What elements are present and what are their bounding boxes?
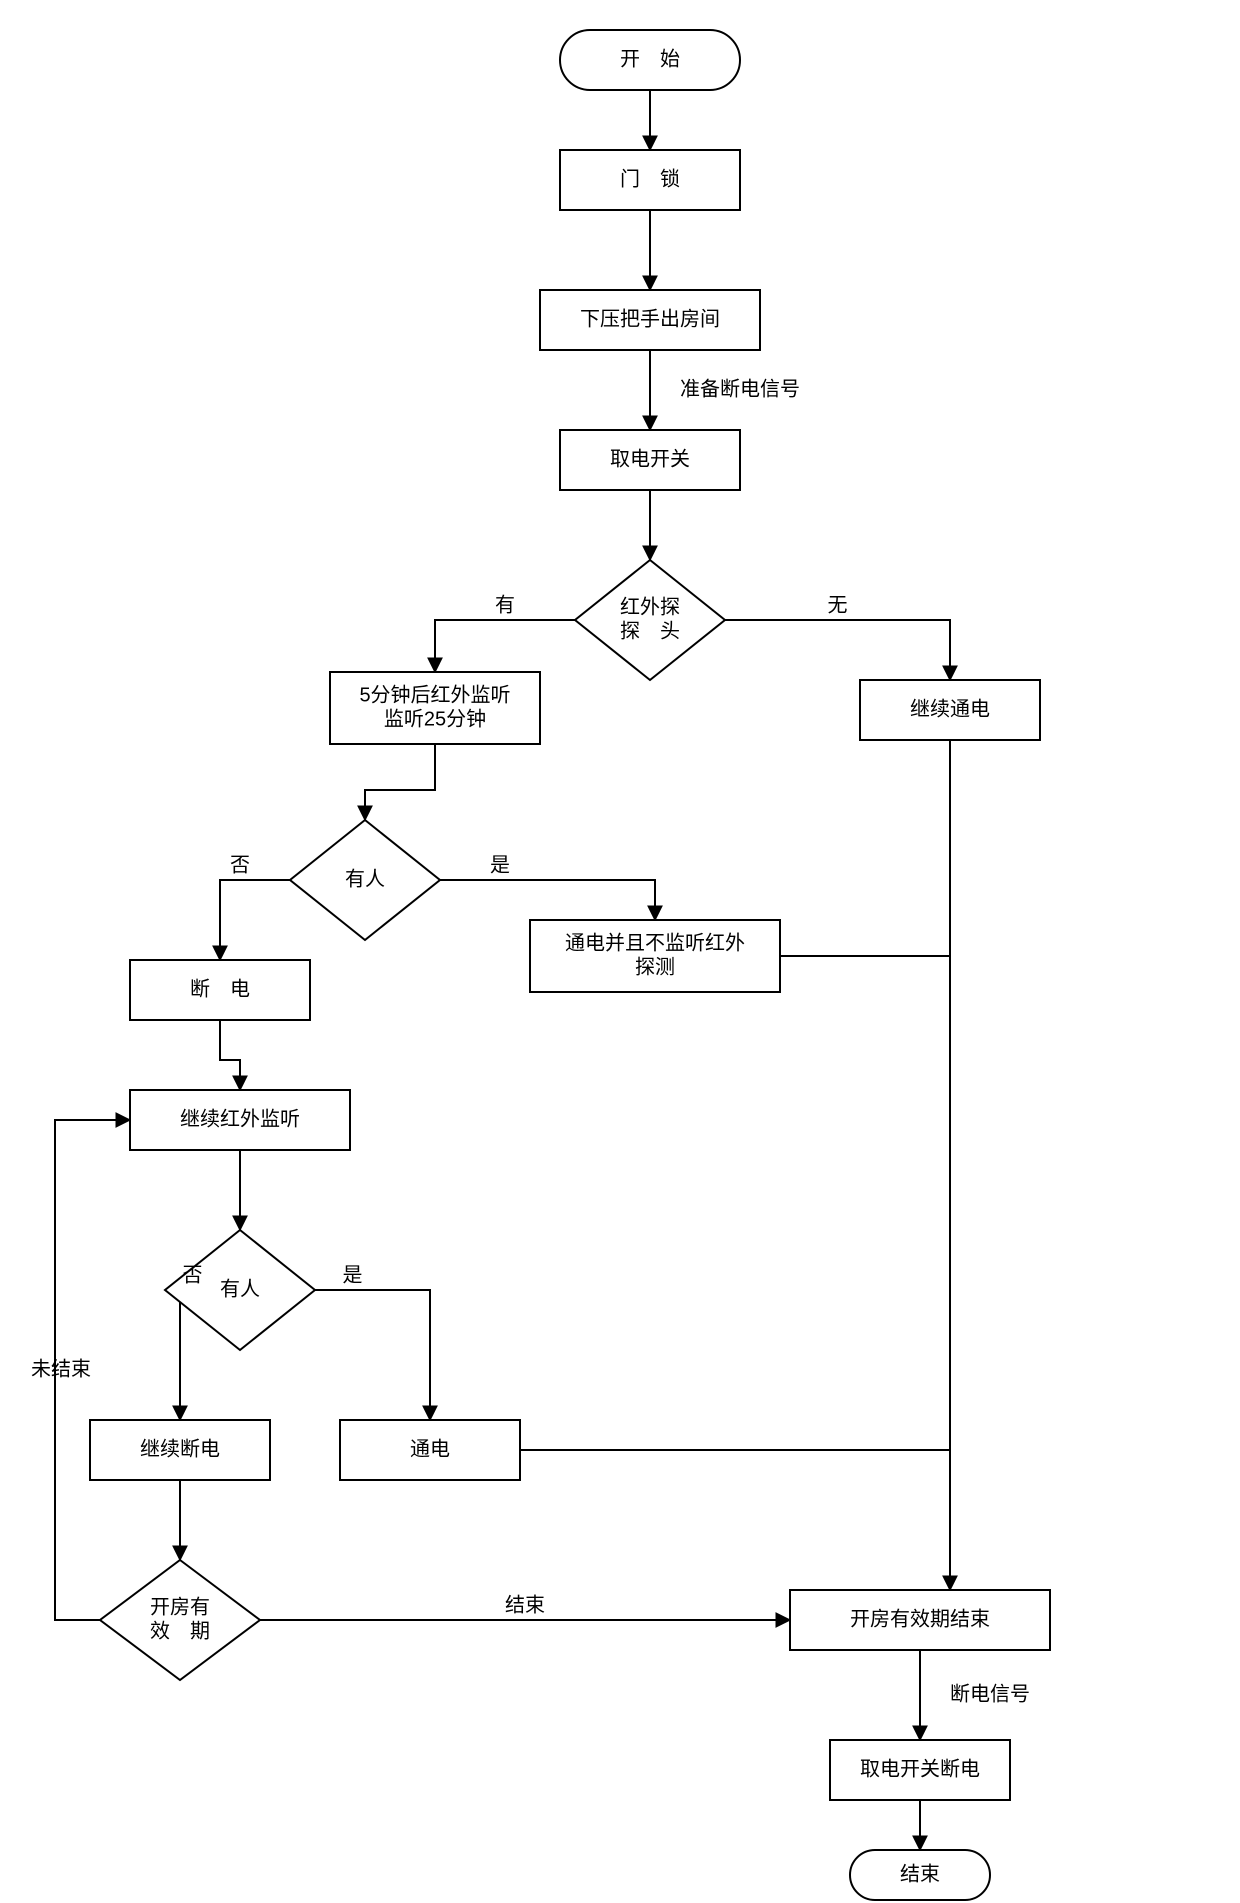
svg-text:结束: 结束: [900, 1862, 940, 1885]
svg-text:监听25分钟: 监听25分钟: [384, 707, 486, 730]
svg-text:开 始: 开 始: [620, 47, 680, 70]
svg-text:继续断电: 继续断电: [140, 1437, 220, 1460]
svg-text:准备断电信号: 准备断电信号: [680, 377, 800, 400]
svg-text:否: 否: [230, 854, 250, 876]
svg-text:有人: 有人: [345, 867, 385, 890]
svg-text:效 期: 效 期: [150, 1619, 210, 1642]
svg-text:门 锁: 门 锁: [620, 167, 680, 190]
svg-text:5分钟后红外监听: 5分钟后红外监听: [359, 683, 510, 706]
svg-text:有人: 有人: [220, 1277, 260, 1300]
svg-text:是: 是: [490, 854, 510, 876]
svg-text:通电: 通电: [410, 1437, 450, 1460]
svg-text:断 电: 断 电: [190, 977, 250, 1000]
svg-text:无: 无: [828, 594, 848, 616]
svg-text:通电并且不监听红外: 通电并且不监听红外: [565, 931, 745, 954]
svg-text:开房有效期结束: 开房有效期结束: [850, 1607, 990, 1630]
svg-text:取电开关: 取电开关: [610, 447, 690, 470]
svg-text:下压把手出房间: 下压把手出房间: [580, 307, 720, 330]
svg-text:未结束: 未结束: [31, 1357, 91, 1380]
svg-text:否: 否: [183, 1264, 203, 1286]
svg-text:开房有: 开房有: [150, 1595, 210, 1618]
svg-text:有: 有: [495, 593, 515, 616]
svg-text:是: 是: [343, 1264, 363, 1286]
svg-text:取电开关断电: 取电开关断电: [860, 1757, 980, 1780]
svg-text:继续红外监听: 继续红外监听: [180, 1107, 300, 1130]
svg-text:结束: 结束: [505, 1593, 545, 1616]
svg-text:继续通电: 继续通电: [910, 697, 990, 720]
svg-text:探 头: 探 头: [620, 619, 680, 642]
svg-text:红外探: 红外探: [620, 595, 680, 618]
flowchart-svg: 开 始门 锁下压把手出房间取电开关红外探探 头 5分钟后红外监听监听25分钟 继续通…: [0, 0, 1240, 1903]
svg-text:断电信号: 断电信号: [950, 1682, 1030, 1705]
svg-text:探测: 探测: [635, 955, 675, 978]
